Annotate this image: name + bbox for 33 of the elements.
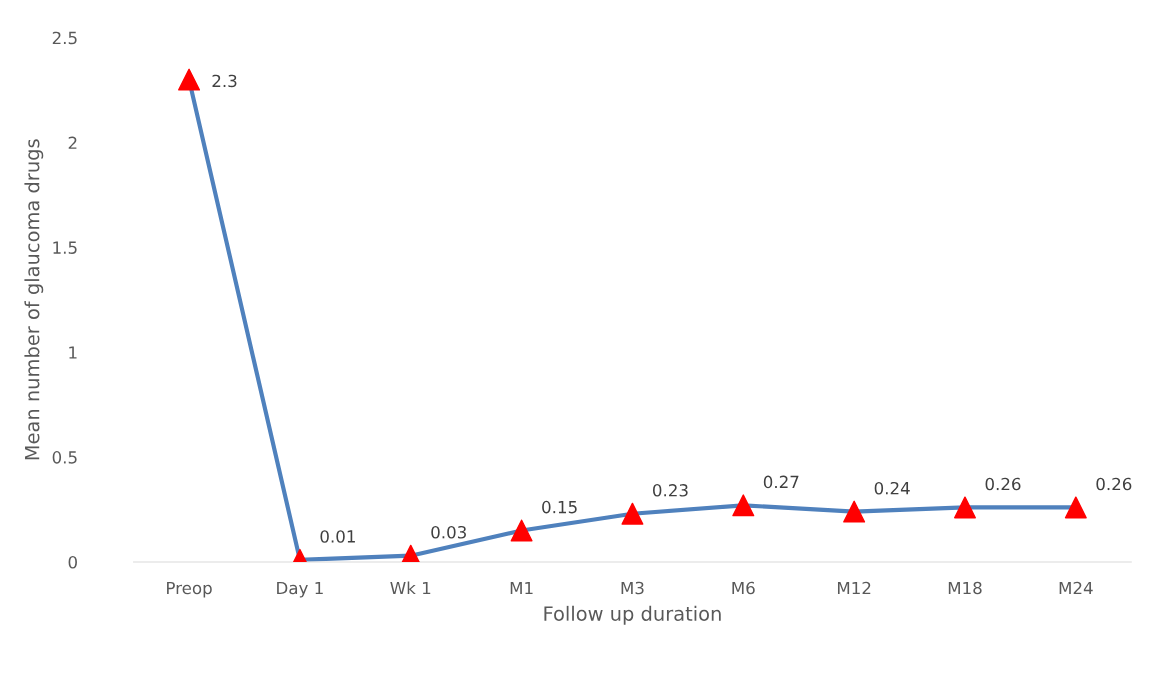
y-tick-label: 0.5 [52, 451, 77, 464]
y-tick-label: 1 [69, 346, 77, 359]
x-tick-label: M3 [621, 581, 644, 595]
data-label: 0.01 [320, 530, 355, 543]
x-tick-label: M6 [732, 581, 755, 595]
point [621, 502, 644, 525]
point [510, 519, 533, 542]
y-tick-label: 2 [68, 136, 77, 149]
x-tick-label: Preop [167, 581, 212, 598]
x-tick-label: M24 [1059, 581, 1093, 595]
x-tick-label: M12 [837, 581, 871, 595]
point [1064, 496, 1087, 519]
point [953, 496, 976, 519]
x-tick-label: M1 [510, 581, 533, 595]
data-label: 0.26 [985, 477, 1021, 491]
y-tick-label: 1.5 [53, 241, 77, 254]
data-label: 0.15 [542, 500, 577, 514]
data-label: 0.27 [763, 475, 799, 489]
point [178, 68, 201, 91]
x-tick-label: Day 1 [277, 581, 323, 598]
x-axis-title: Follow up duration [544, 605, 721, 625]
point [732, 494, 755, 517]
data-label: 0.26 [1096, 477, 1132, 491]
data-label: 0.24 [874, 481, 910, 495]
x-tick-label: Wk 1 [390, 581, 431, 595]
y-tick-label: 0 [68, 555, 77, 569]
point [843, 500, 866, 523]
y-tick-label: 2.5 [52, 31, 77, 45]
y-axis-title: Mean number of glaucoma drugs [24, 139, 44, 460]
data-label: 0.03 [431, 525, 466, 539]
data-label: 2.3 [212, 74, 237, 88]
data-label: 0.23 [652, 484, 688, 497]
x-tick-label: M18 [948, 581, 982, 595]
